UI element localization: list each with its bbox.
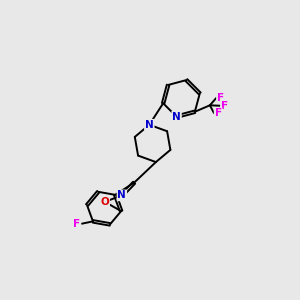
Text: N: N [145, 120, 154, 130]
Text: N: N [118, 190, 126, 200]
Text: F: F [73, 219, 80, 229]
Text: F: F [217, 93, 224, 103]
Text: F: F [221, 101, 228, 111]
Text: N: N [172, 112, 181, 122]
Text: F: F [214, 108, 222, 118]
Text: O: O [100, 197, 109, 207]
